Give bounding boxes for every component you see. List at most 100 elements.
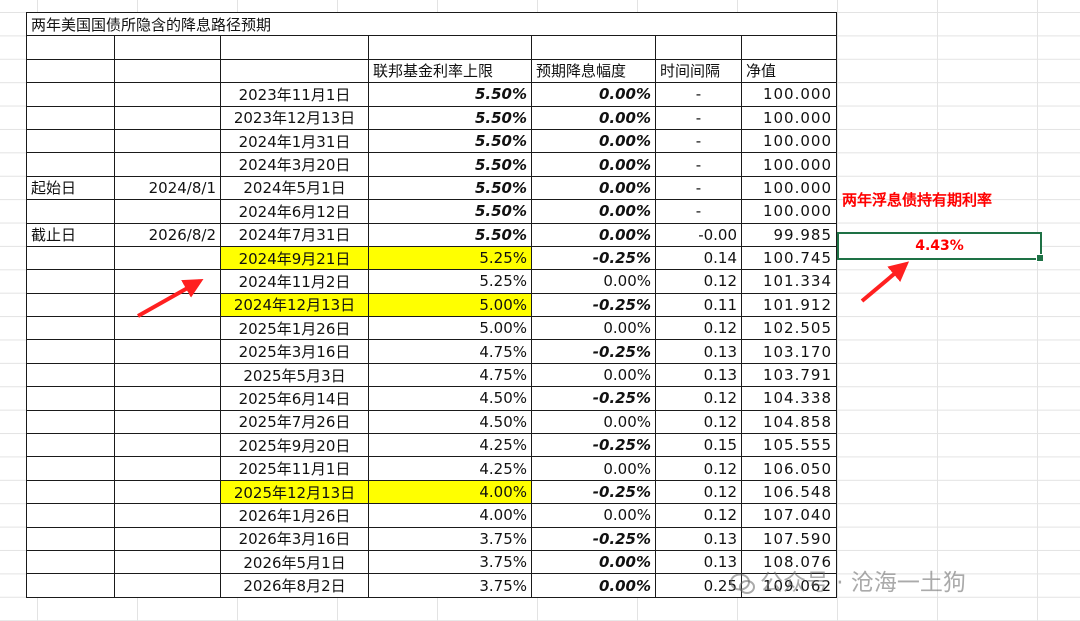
net-value-cell[interactable]: 100.000 bbox=[741, 105, 837, 130]
net-value-cell[interactable]: 106.548 bbox=[741, 479, 837, 505]
rate-cell[interactable]: 5.00% bbox=[368, 292, 532, 318]
net-value-cell[interactable]: 107.040 bbox=[741, 503, 837, 528]
expected-cut-cell[interactable]: -0.25% bbox=[531, 339, 656, 364]
net-value-cell[interactable]: 100.745 bbox=[741, 245, 837, 271]
rate-cell[interactable]: 5.50% bbox=[368, 199, 532, 224]
rate-cell[interactable]: 3.75% bbox=[368, 549, 532, 575]
fill-handle[interactable] bbox=[1036, 254, 1044, 262]
date-cell[interactable]: 2024年5月1日 bbox=[220, 175, 369, 201]
cell[interactable] bbox=[26, 339, 115, 364]
cell[interactable] bbox=[114, 409, 221, 435]
cell[interactable] bbox=[26, 269, 115, 294]
interval-cell[interactable]: - bbox=[655, 128, 742, 154]
interval-cell[interactable]: 0.13 bbox=[655, 339, 742, 364]
cell[interactable] bbox=[26, 573, 115, 598]
date-cell[interactable]: 2025年5月3日 bbox=[220, 362, 369, 388]
rate-cell[interactable]: 5.50% bbox=[368, 105, 532, 130]
interval-cell[interactable]: 0.12 bbox=[655, 456, 742, 481]
net-value-cell[interactable]: 107.590 bbox=[741, 526, 837, 551]
expected-cut-cell[interactable]: 0.00% bbox=[531, 549, 656, 575]
rate-cell[interactable]: 4.25% bbox=[368, 456, 532, 481]
holding-rate-result-cell[interactable]: 4.43% bbox=[837, 232, 1042, 260]
date-cell[interactable]: 2025年1月26日 bbox=[220, 316, 369, 341]
rate-cell[interactable]: 5.50% bbox=[368, 128, 532, 154]
cell[interactable] bbox=[26, 316, 115, 341]
interval-cell[interactable]: 0.12 bbox=[655, 386, 742, 411]
expected-cut-cell[interactable]: 0.00% bbox=[531, 456, 656, 481]
cell[interactable] bbox=[26, 82, 115, 107]
cell[interactable] bbox=[26, 362, 115, 388]
date-cell[interactable]: 2025年11月1日 bbox=[220, 456, 369, 481]
rate-cell[interactable]: 4.75% bbox=[368, 362, 532, 388]
date-cell[interactable]: 2025年7月26日 bbox=[220, 409, 369, 435]
expected-cut-cell[interactable]: 0.00% bbox=[531, 269, 656, 294]
cell[interactable] bbox=[114, 362, 221, 388]
interval-cell[interactable]: 0.11 bbox=[655, 292, 742, 318]
rate-cell[interactable]: 5.00% bbox=[368, 316, 532, 341]
rate-cell[interactable]: 4.50% bbox=[368, 409, 532, 435]
cell[interactable] bbox=[114, 35, 221, 60]
cell[interactable] bbox=[114, 456, 221, 481]
net-value-cell[interactable]: 101.912 bbox=[741, 292, 837, 318]
cell[interactable] bbox=[26, 433, 115, 458]
sheet-title[interactable]: 两年美国国债所隐含的降息路径预期 bbox=[26, 11, 837, 37]
cell[interactable] bbox=[114, 573, 221, 598]
cell[interactable] bbox=[114, 105, 221, 130]
expected-cut-cell[interactable]: 0.00% bbox=[531, 222, 656, 247]
date-cell[interactable]: 2025年12月13日 bbox=[220, 479, 369, 505]
date-cell[interactable]: 2025年3月16日 bbox=[220, 339, 369, 364]
net-value-cell[interactable]: 108.076 bbox=[741, 549, 837, 575]
header-net-value[interactable]: 净值 bbox=[741, 58, 837, 84]
rate-cell[interactable]: 3.75% bbox=[368, 573, 532, 598]
expected-cut-cell[interactable]: -0.25% bbox=[531, 479, 656, 505]
interval-cell[interactable]: 0.12 bbox=[655, 316, 742, 341]
interval-cell[interactable]: - bbox=[655, 175, 742, 201]
expected-cut-cell[interactable]: 0.00% bbox=[531, 409, 656, 435]
expected-cut-cell[interactable]: 0.00% bbox=[531, 82, 656, 107]
cell[interactable] bbox=[26, 409, 115, 435]
net-value-cell[interactable]: 101.334 bbox=[741, 269, 837, 294]
date-cell[interactable]: 2024年9月21日 bbox=[220, 245, 369, 271]
rate-cell[interactable]: 5.25% bbox=[368, 245, 532, 271]
expected-cut-cell[interactable]: -0.25% bbox=[531, 245, 656, 271]
interval-cell[interactable]: - bbox=[655, 82, 742, 107]
net-value-cell[interactable]: 104.338 bbox=[741, 386, 837, 411]
net-value-cell[interactable]: 100.000 bbox=[741, 199, 837, 224]
expected-cut-cell[interactable]: 0.00% bbox=[531, 573, 656, 598]
interval-cell[interactable]: 0.12 bbox=[655, 269, 742, 294]
rate-cell[interactable]: 4.00% bbox=[368, 503, 532, 528]
cell[interactable] bbox=[655, 35, 742, 60]
net-value-cell[interactable]: 102.505 bbox=[741, 316, 837, 341]
interval-cell[interactable]: 0.13 bbox=[655, 549, 742, 575]
header-expected-cut[interactable]: 预期降息幅度 bbox=[531, 58, 656, 84]
net-value-cell[interactable]: 105.555 bbox=[741, 433, 837, 458]
net-value-cell[interactable]: 100.000 bbox=[741, 82, 837, 107]
cell[interactable] bbox=[26, 503, 115, 528]
cell[interactable] bbox=[114, 526, 221, 551]
start-date-label[interactable]: 起始日 bbox=[26, 175, 115, 201]
cell[interactable] bbox=[114, 433, 221, 458]
cell[interactable] bbox=[368, 35, 532, 60]
rate-cell[interactable]: 5.25% bbox=[368, 269, 532, 294]
date-cell[interactable]: 2026年8月2日 bbox=[220, 573, 369, 598]
net-value-cell[interactable]: 103.170 bbox=[741, 339, 837, 364]
net-value-cell[interactable]: 103.791 bbox=[741, 362, 837, 388]
date-cell[interactable]: 2026年3月16日 bbox=[220, 526, 369, 551]
date-cell[interactable]: 2026年5月1日 bbox=[220, 549, 369, 575]
cell[interactable] bbox=[26, 292, 115, 318]
net-value-cell[interactable]: 100.000 bbox=[741, 175, 837, 201]
net-value-cell[interactable]: 109.062 bbox=[741, 573, 837, 598]
cell[interactable] bbox=[114, 316, 221, 341]
expected-cut-cell[interactable]: -0.25% bbox=[531, 292, 656, 318]
cell[interactable] bbox=[114, 128, 221, 154]
rate-cell[interactable]: 4.75% bbox=[368, 339, 532, 364]
net-value-cell[interactable]: 104.858 bbox=[741, 409, 837, 435]
date-cell[interactable]: 2023年12月13日 bbox=[220, 105, 369, 130]
date-cell[interactable]: 2024年12月13日 bbox=[220, 292, 369, 318]
rate-cell[interactable]: 5.50% bbox=[368, 175, 532, 201]
date-cell[interactable]: 2024年3月20日 bbox=[220, 152, 369, 177]
interval-cell[interactable]: 0.14 bbox=[655, 245, 742, 271]
rate-cell[interactable]: 4.00% bbox=[368, 479, 532, 505]
cell[interactable] bbox=[114, 199, 221, 224]
cell[interactable] bbox=[26, 456, 115, 481]
